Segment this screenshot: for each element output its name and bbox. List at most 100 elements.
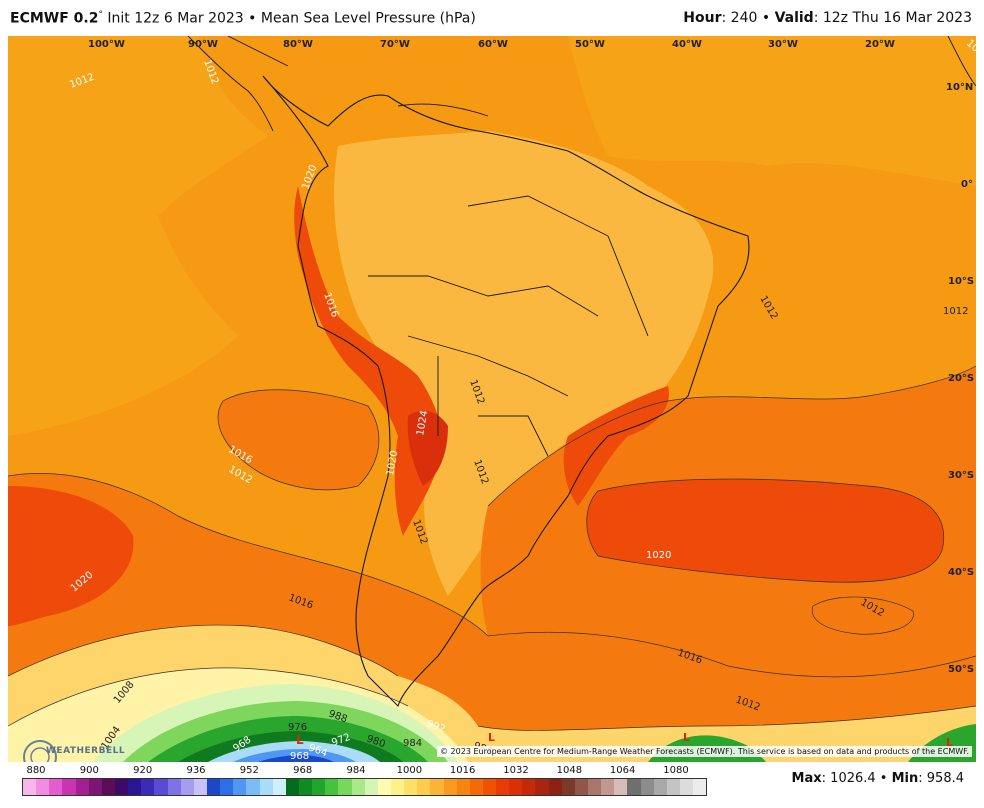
lat-label: 50°S (948, 664, 974, 675)
colorbar-tick-label: 1032 (503, 765, 529, 776)
isobar-label: 1020 (646, 550, 671, 561)
colorbar-swatch (482, 779, 497, 795)
longitude-labels: 100°W 90°W 80°W 70°W 60°W 50°W 40°W 30°W… (88, 39, 895, 50)
colorbar-swatch (101, 779, 115, 795)
colorbar-tick-label: 1080 (663, 765, 689, 776)
pressure-fill-1008-pacific (8, 36, 268, 436)
colorbar-swatch (285, 779, 299, 795)
hour-value: : 240 (721, 10, 758, 26)
pressure-map[interactable]: 100°W 90°W 80°W 70°W 60°W 50°W 40°W 30°W… (8, 36, 976, 762)
colorbar-swatch (561, 779, 575, 795)
colorbar-swatch (49, 779, 63, 795)
colorbar-swatch (114, 779, 129, 795)
pressure-fill-1020-west (8, 486, 134, 626)
valid-label: Valid (774, 10, 814, 26)
colorbar-swatch (601, 779, 615, 795)
colorbar-swatch (23, 779, 37, 795)
colorbar-swatch (272, 779, 286, 795)
colorbar-swatch (259, 779, 273, 795)
lat-label: 20°S (948, 373, 974, 384)
latitude-labels: 10°N 0° 10°S 20°S 30°S 40°S 50°S (946, 82, 974, 675)
colorbar-tick-label: 1000 (396, 765, 423, 776)
colorbar-tick-label: 900 (79, 765, 99, 776)
colorbar-swatch (180, 779, 194, 795)
colorbar-swatch (338, 779, 352, 795)
colorbar-swatch (693, 779, 707, 795)
colorbar-tick-label: 1048 (556, 765, 583, 776)
model-name: ECMWF 0.2 (10, 10, 99, 27)
lon-label: 100°W (88, 39, 125, 50)
colorbar-tick-label: 880 (26, 765, 46, 776)
colorbar-swatch (128, 779, 142, 795)
colorbar-swatch (390, 779, 405, 795)
colorbar-swatch (509, 779, 523, 795)
isobar-label: 1012 (943, 306, 968, 317)
brazil-coast-high (563, 386, 669, 506)
south-america-outline (262, 75, 750, 708)
colorbar-swatch (167, 779, 181, 795)
colorbar-swatch (430, 779, 444, 795)
header-valid: Hour: 240 • Valid: 12z Thu 16 Mar 2023 (683, 10, 972, 26)
map-canvas: 100°W 90°W 80°W 70°W 60°W 50°W 40°W 30°W… (8, 36, 976, 762)
colorbar-swatch (640, 779, 654, 795)
colorbar-swatch (220, 779, 234, 795)
separator: • (761, 10, 771, 26)
colorbar-swatch (75, 779, 89, 795)
pressure-colorbar: 880 900 920 936 952 968 984 1000 1016 1032 1048 106… (16, 762, 707, 802)
colorbar-tick-label: 984 (346, 765, 366, 776)
colorbar-swatch (588, 779, 602, 795)
logo-text: WEATHERBELL (46, 746, 126, 756)
colorbar-swatch (377, 779, 391, 795)
lon-label: 40°W (672, 39, 702, 50)
separator: • (248, 10, 257, 27)
copyright-notice: © 2023 European Centre for Medium-Range … (437, 746, 972, 757)
lat-label: 40°S (948, 567, 974, 578)
max-label: Max (791, 771, 822, 786)
lon-label: 90°W (188, 39, 218, 50)
pressure-fill-1016-pacific-cell (218, 389, 379, 490)
colorbar-swatch (680, 779, 694, 795)
min-value: : 958.4 (918, 771, 964, 786)
colorbar-swatch (325, 779, 339, 795)
pressure-fill-1008-atlantic (568, 36, 976, 186)
isobar-label: 1012 (964, 38, 976, 63)
max-min-readout: Max: 1026.4 • Min: 958.4 (792, 771, 964, 786)
colorbar-swatch (404, 779, 418, 795)
colorbar-swatch (456, 779, 470, 795)
colorbar-swatch (417, 779, 431, 795)
product-name: Mean Sea Level Pressure (hPa) (260, 10, 476, 27)
degree-mark: ° (98, 10, 103, 20)
separator: • (879, 771, 888, 786)
colorbar-swatch (154, 779, 168, 795)
country-borders (368, 195, 649, 457)
lon-label: 60°W (478, 39, 508, 50)
colorbar-tick-label: 952 (239, 765, 259, 776)
isobar-lines (8, 365, 976, 731)
colorbar-swatch (298, 779, 313, 795)
valid-value: : 12z Thu 16 Mar 2023 (813, 10, 972, 26)
lat-label: 0° (961, 179, 973, 190)
colorbar-swatch (574, 779, 589, 795)
colorbar-swatch (62, 779, 76, 795)
low-marker: L (683, 731, 690, 744)
colorbar-swatch (312, 779, 326, 795)
low-pressure-markers: L L L L (296, 731, 953, 749)
colorbar-swatch (206, 779, 221, 795)
colorbar-swatch (246, 779, 260, 795)
low-marker: L (488, 731, 495, 744)
header-title: ECMWF 0.2° Init 12z 6 Mar 2023 • Mean Se… (10, 10, 476, 27)
isobar-label: 976 (288, 722, 307, 733)
isobar-label: 984 (403, 738, 422, 749)
colorbar-swatch (364, 779, 378, 795)
colorbar-swatch (627, 779, 641, 795)
isobar-label: 1024 (415, 410, 430, 437)
colorbar-swatch (141, 779, 155, 795)
colorbar-swatch (36, 779, 50, 795)
low-marker: L (296, 733, 304, 747)
logo-graphic (23, 740, 57, 762)
colorbar-tick-label: 1064 (609, 765, 636, 776)
lon-label: 50°W (575, 39, 605, 50)
max-value: : 1026.4 (821, 771, 876, 786)
min-label: Min (891, 771, 919, 786)
colorbar-tick-label: 920 (133, 765, 153, 776)
